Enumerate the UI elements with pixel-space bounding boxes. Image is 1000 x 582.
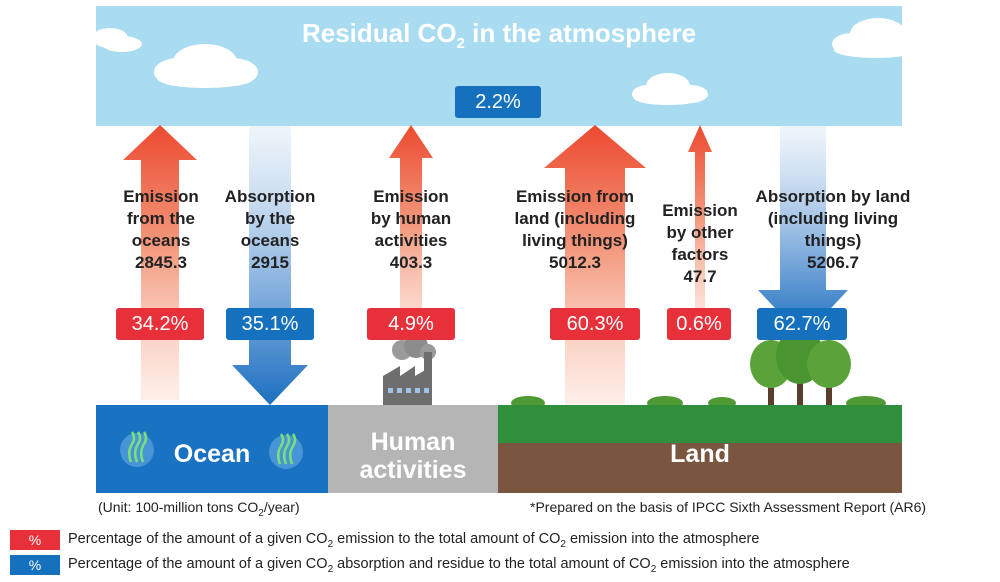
- land-emission-label: Emission from land (including living thing…: [514, 187, 636, 272]
- land-emission-percentage: 60.3%: [550, 308, 640, 340]
- land-label: Land: [670, 440, 730, 468]
- ocean-absorption-percentage: 35.1%: [226, 308, 314, 340]
- atmosphere-title: Residual CO2 in the atmosphere: [301, 18, 697, 53]
- absorption-legend-key: %: [10, 555, 60, 575]
- cloud-icon: [92, 28, 142, 52]
- ocean-absorption-label: Absorption by the oceans 2915: [224, 187, 316, 272]
- land-absorption-arrow: [758, 126, 848, 338]
- emission-legend-key: %: [10, 530, 60, 550]
- cloud-icon: [154, 44, 258, 88]
- land-absorption-label: Absorption by land (including living thing…: [755, 187, 911, 272]
- other-emission-arrow: [688, 125, 712, 335]
- absorption-legend-text: Percentage of the amount of a given CO2 …: [68, 556, 850, 575]
- human-activities-ground: [328, 405, 498, 493]
- ocean-label: Ocean: [173, 440, 251, 468]
- human-emission-label: Emission by human activities 403.3: [370, 187, 452, 272]
- cloud-icon: [632, 73, 708, 105]
- source-note: *Prepared on the basis of IPCC Sixth Ass…: [530, 499, 927, 515]
- unit-note: (Unit: 100-million tons CO2/year): [98, 499, 300, 519]
- human-emission-arrow: [389, 125, 433, 352]
- other-emission-percentage: 0.6%: [667, 308, 731, 340]
- cloud-icon: [832, 18, 922, 58]
- human-emission-percentage: 4.9%: [367, 308, 455, 340]
- ocean-emission-label: Emission from the oceans 2845.3: [123, 187, 199, 272]
- residual-percentage-badge: 2.2%: [455, 86, 541, 118]
- human-activities-label: Human activities: [359, 428, 467, 484]
- land-soil: [498, 443, 902, 493]
- land-grass: [498, 405, 902, 443]
- tree-icon: [750, 328, 851, 406]
- ocean-emission-percentage: 34.2%: [116, 308, 204, 340]
- land-absorption-percentage: 62.7%: [757, 308, 847, 340]
- other-emission-label: Emission by other factors 47.7: [662, 201, 738, 286]
- factory-icon: [383, 334, 436, 405]
- emission-legend-text: Percentage of the amount of a given CO2 …: [68, 531, 760, 550]
